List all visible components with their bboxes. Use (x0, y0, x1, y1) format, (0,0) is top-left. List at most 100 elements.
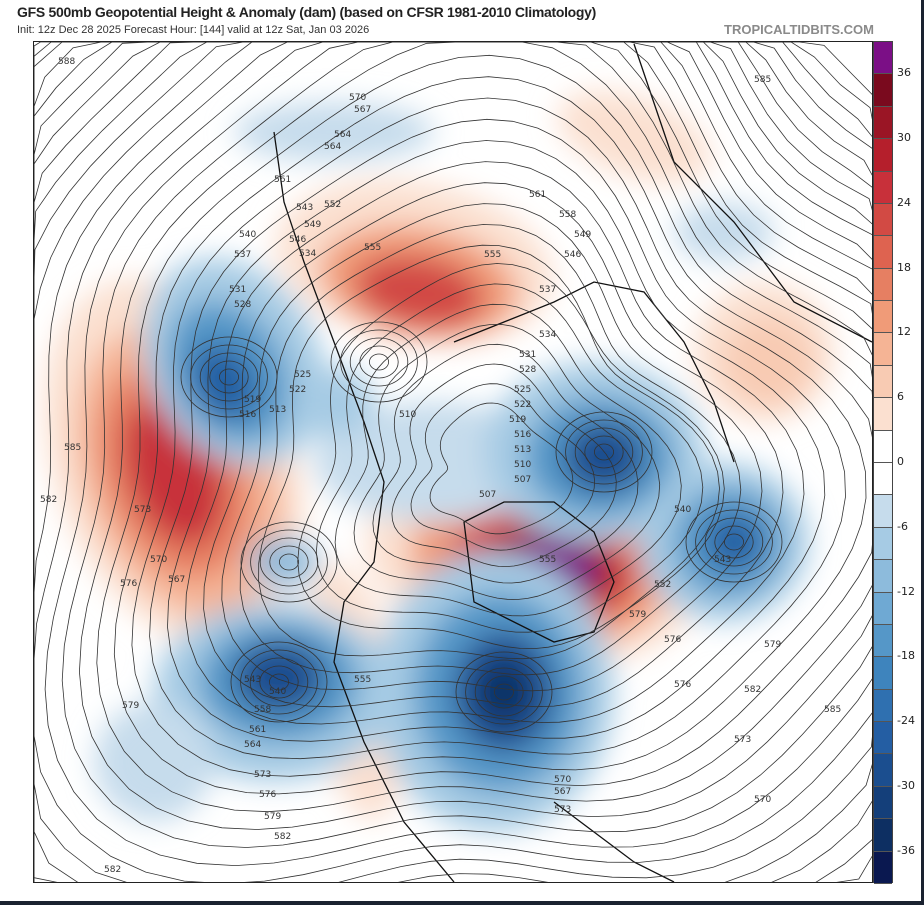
anomaly-region (706, 514, 762, 570)
colorbar-bin (874, 171, 892, 204)
height-contour (258, 244, 720, 660)
contour-label: 573 (734, 735, 751, 745)
height-contour (391, 363, 617, 568)
anomaly-region (674, 202, 774, 262)
contour-label: 525 (294, 370, 311, 380)
colorbar-tick-label: 12 (897, 325, 911, 339)
colorbar-tick-label: 6 (897, 390, 904, 404)
low-contour (368, 353, 389, 371)
anomaly-region (724, 317, 814, 407)
low-contour (230, 641, 328, 723)
contour-label: 507 (479, 490, 496, 500)
colorbar-bin (874, 398, 892, 431)
colorbar-bin (874, 203, 892, 237)
contour-label: 573 (554, 805, 571, 815)
low-contour (555, 411, 653, 493)
contour-label: 513 (514, 445, 531, 455)
coastline (553, 801, 675, 882)
colorbar (873, 41, 893, 884)
colorbar-bin (874, 786, 892, 820)
colorbar-bin (874, 236, 892, 269)
colorbar-tick-label: 24 (897, 195, 911, 209)
contour-label: 549 (574, 230, 591, 240)
low-contour (268, 673, 289, 691)
contour-label: 567 (168, 575, 185, 585)
height-contour (34, 42, 872, 882)
colorbar-bin (874, 106, 892, 140)
low-contour (565, 419, 643, 485)
colorbar-bin (874, 592, 892, 625)
height-contour (372, 343, 639, 584)
contour-label: 555 (484, 250, 501, 260)
low-contour (474, 667, 534, 717)
low-contour (574, 427, 634, 477)
contour-label: 528 (519, 365, 536, 375)
contour-label: 576 (120, 579, 137, 589)
low-contour (278, 553, 299, 571)
height-contour (34, 42, 872, 882)
low-contour (349, 337, 409, 387)
low-contour (190, 344, 268, 410)
height-contour (167, 140, 826, 742)
contour-label: 558 (559, 210, 576, 220)
anomaly-region (191, 344, 257, 420)
low-contour (594, 443, 615, 461)
contour-label: 585 (64, 443, 81, 453)
contour-label: 549 (304, 220, 321, 230)
height-contour (429, 402, 574, 535)
height-contour (34, 42, 872, 882)
contour-label: 585 (824, 705, 841, 715)
contour-label: 540 (674, 505, 691, 515)
height-contour (34, 42, 872, 882)
low-contour (493, 683, 514, 701)
anomaly-region (354, 255, 484, 329)
contour-label: 552 (654, 580, 671, 590)
contour-label: 573 (134, 505, 151, 515)
height-contour (34, 42, 872, 882)
colorbar-tick-label: -36 (897, 843, 915, 857)
contour-label: 513 (269, 405, 286, 415)
anomaly-region (294, 367, 374, 437)
height-contours (34, 42, 872, 882)
contour-label: 576 (664, 635, 681, 645)
coastline (273, 131, 455, 882)
contour-label: 537 (539, 285, 556, 295)
coastlines (273, 43, 872, 882)
colorbar-tick-label: 0 (897, 455, 904, 468)
contour-label: 522 (289, 385, 306, 395)
contour-label: 519 (244, 395, 261, 405)
height-contour (96, 54, 872, 813)
contour-label: 570 (754, 795, 771, 805)
colorbar-bin (874, 754, 892, 787)
low-contour (249, 657, 309, 707)
height-contour (353, 323, 661, 600)
colorbar-bin (874, 560, 892, 593)
contour-label: 525 (514, 385, 531, 395)
height-contour (315, 283, 704, 633)
low-contour (695, 509, 773, 575)
height-contour (131, 97, 867, 777)
contour-label: 540 (269, 687, 286, 697)
low-contour (584, 435, 624, 469)
contour-label: 588 (58, 57, 75, 67)
contour-label: 561 (274, 175, 291, 185)
height-contour (149, 118, 846, 760)
contour-label: 555 (354, 675, 371, 685)
contour-label: 579 (264, 812, 281, 822)
contour-label: 516 (514, 430, 531, 440)
height-contour (297, 263, 725, 650)
contour-label: 543 (296, 203, 313, 213)
contour-label: 573 (254, 770, 271, 780)
contour-labels: 5885855825765795735705675645615555525495… (40, 57, 841, 875)
contour-label: 507 (514, 475, 531, 485)
contour-label: 555 (539, 555, 556, 565)
low-contour (240, 649, 318, 715)
contour-label: 510 (514, 460, 531, 470)
colorbar-bin (874, 722, 892, 755)
anomaly-region (234, 642, 324, 712)
contour-label: 564 (324, 142, 341, 152)
contour-label: 576 (259, 790, 276, 800)
contour-label: 519 (509, 415, 526, 425)
colorbar-bin (874, 527, 892, 561)
height-contour (34, 42, 872, 882)
